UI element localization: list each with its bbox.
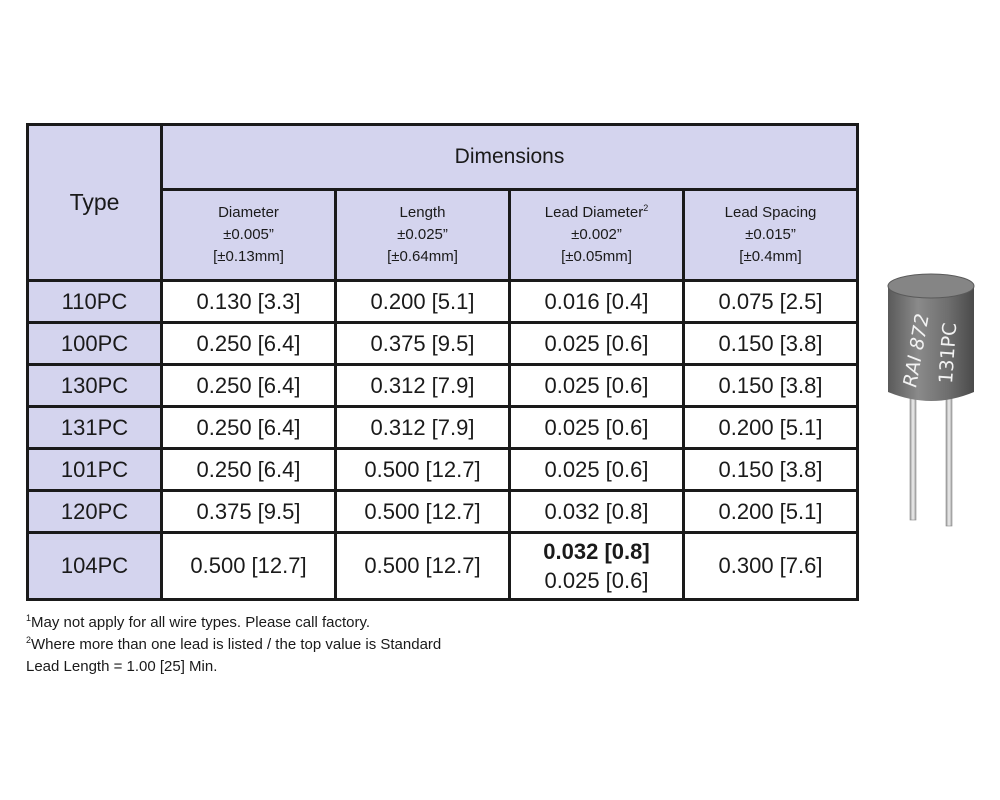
lead-left: [909, 395, 917, 521]
column-header-diameter: Diameter ±0.005” [±0.13mm]: [160, 188, 337, 282]
header-row-top: Type Dimensions: [26, 123, 860, 282]
length-cell: 0.500 [12.7]: [334, 531, 511, 601]
length-cell: 0.375 [9.5]: [334, 321, 511, 366]
table-row: 110PC 0.130 [3.3] 0.200 [5.1] 0.016 [0.4…: [26, 279, 860, 324]
component-illustration: RAI 872 131PC: [887, 273, 975, 527]
table-row: 100PC 0.250 [6.4] 0.375 [9.5] 0.025 [0.6…: [26, 321, 860, 366]
column-name: Length: [399, 204, 446, 221]
diameter-cell: 0.250 [6.4]: [160, 405, 337, 450]
footnote-2: 2Where more than one lead is listed / th…: [26, 634, 441, 656]
lead-diameter-cell: 0.032 [0.8]: [508, 489, 685, 534]
type-cell: 120PC: [26, 489, 163, 534]
table-row: 120PC 0.375 [9.5] 0.500 [12.7] 0.032 [0.…: [26, 489, 860, 534]
lead-diameter-standard: 0.032 [0.8]: [543, 539, 650, 564]
footnote-marker: 1: [26, 613, 32, 623]
tolerance-mm: [±0.4mm]: [739, 248, 802, 265]
lead-spacing-cell: 0.150 [3.8]: [681, 363, 860, 408]
column-header-length: Length ±0.025” [±0.64mm]: [334, 188, 511, 282]
length-cell: 0.500 [12.7]: [334, 489, 511, 534]
lead-spacing-cell: 0.200 [5.1]: [681, 405, 860, 450]
column-name-wrap: Lead Diameter2: [511, 202, 682, 224]
lead-spacing-cell: 0.075 [2.5]: [681, 279, 860, 324]
tolerance-mm: [±0.13mm]: [213, 248, 284, 265]
lead-diameter-cell: 0.025 [0.6]: [508, 363, 685, 408]
column-header-lead-diameter: Lead Diameter2 ±0.002” [±0.05mm]: [508, 188, 685, 282]
footnote-text: Where more than one lead is listed / the…: [31, 636, 442, 653]
lead-spacing-cell: 0.300 [7.6]: [681, 531, 860, 601]
length-cell: 0.312 [7.9]: [334, 363, 511, 408]
tolerance-mm: [±0.64mm]: [387, 248, 458, 265]
type-cell: 100PC: [26, 321, 163, 366]
footnote-text: May not apply for all wire types. Please…: [31, 614, 371, 631]
lead-diameter-alternate: 0.025 [0.6]: [544, 568, 649, 593]
type-cell: 101PC: [26, 447, 163, 492]
dimensions-table: Type Dimensions Diameter ±0.005” [±0.13m…: [26, 123, 860, 601]
lead-diameter-cell: 0.025 [0.6]: [508, 447, 685, 492]
table-row: 130PC 0.250 [6.4] 0.312 [7.9] 0.025 [0.6…: [26, 363, 860, 408]
footnote-1: 1May not apply for all wire types. Pleas…: [26, 612, 441, 634]
length-cell: 0.312 [7.9]: [334, 405, 511, 450]
lead-diameter-cell: 0.032 [0.8] 0.025 [0.6]: [508, 531, 685, 601]
component-body: [888, 286, 974, 401]
type-cell: 131PC: [26, 405, 163, 450]
lead-right: [945, 395, 953, 527]
footnote-marker: 2: [26, 635, 32, 645]
table-row: 131PC 0.250 [6.4] 0.312 [7.9] 0.025 [0.6…: [26, 405, 860, 450]
tolerance-inch: ±0.025”: [397, 226, 448, 243]
column-name: Diameter: [218, 204, 279, 221]
column-name: Lead Diameter: [544, 204, 644, 221]
component-top: [887, 273, 975, 299]
lead-diameter-cell: 0.025 [0.6]: [508, 321, 685, 366]
diameter-cell: 0.250 [6.4]: [160, 363, 337, 408]
tolerance-inch: ±0.002”: [571, 226, 622, 243]
column-header-lead-spacing: Lead Spacing ±0.015” [±0.4mm]: [681, 188, 860, 282]
lead-diameter-cell: 0.025 [0.6]: [508, 405, 685, 450]
lead-spacing-cell: 0.150 [3.8]: [681, 321, 860, 366]
diameter-cell: 0.500 [12.7]: [160, 531, 337, 601]
table-row: 101PC 0.250 [6.4] 0.500 [12.7] 0.025 [0.…: [26, 447, 860, 492]
column-name: Lead Spacing: [724, 204, 817, 221]
tolerance-inch: ±0.005”: [223, 226, 274, 243]
length-cell: 0.500 [12.7]: [334, 447, 511, 492]
table-row-last: 104PC 0.500 [12.7] 0.500 [12.7] 0.032 [0…: [26, 531, 860, 601]
type-cell: 130PC: [26, 363, 163, 408]
diameter-cell: 0.130 [3.3]: [160, 279, 337, 324]
tolerance-mm: [±0.05mm]: [561, 248, 632, 265]
header-row-sub: Diameter ±0.005” [±0.13mm] Length ±0.025…: [28, 188, 860, 282]
footnote-marker: 2: [643, 203, 649, 213]
type-cell: 104PC: [26, 531, 163, 601]
lead-spacing-cell: 0.200 [5.1]: [681, 489, 860, 534]
footnote-lead-length: Lead Length = 1.00 [25] Min.: [26, 656, 441, 678]
lead-spacing-cell: 0.150 [3.8]: [681, 447, 860, 492]
component-marking-line2: 131PC: [935, 322, 961, 384]
diameter-cell: 0.375 [9.5]: [160, 489, 337, 534]
footnote-text: Lead Length = 1.00 [25] Min.: [26, 658, 218, 675]
diameter-cell: 0.250 [6.4]: [160, 321, 337, 366]
tolerance-inch: ±0.015”: [745, 226, 796, 243]
footnotes: 1May not apply for all wire types. Pleas…: [26, 612, 441, 678]
length-cell: 0.200 [5.1]: [334, 279, 511, 324]
diameter-cell: 0.250 [6.4]: [160, 447, 337, 492]
lead-diameter-cell: 0.016 [0.4]: [508, 279, 685, 324]
type-header: Type: [26, 123, 163, 282]
dimensions-header: Dimensions: [159, 123, 860, 191]
type-cell: 110PC: [26, 279, 163, 324]
